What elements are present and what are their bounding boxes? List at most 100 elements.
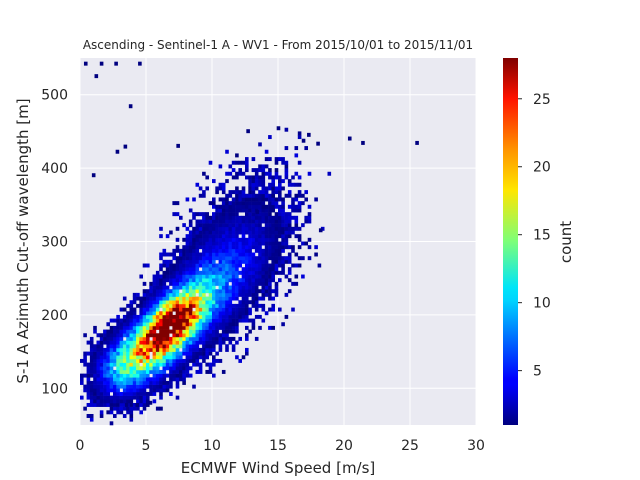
- heatmap-cell: [169, 311, 173, 316]
- heatmap-cell: [129, 325, 134, 330]
- heatmap-cell: [142, 358, 147, 363]
- heatmap-cell: [99, 333, 104, 338]
- heatmap-cell: [251, 186, 256, 191]
- heatmap-cell: [146, 263, 150, 268]
- heatmap-cell: [116, 410, 120, 415]
- heatmap-cell: [152, 311, 157, 316]
- heatmap-cell: [175, 395, 180, 400]
- heatmap-cell: [115, 149, 120, 154]
- heatmap-cell: [169, 270, 173, 275]
- heatmap-cell: [261, 226, 266, 231]
- heatmap-cell: [228, 219, 233, 224]
- heatmap-cell: [248, 248, 252, 253]
- heatmap-cell: [264, 237, 269, 242]
- heatmap-cell: [208, 263, 213, 268]
- heatmap-cell: [165, 388, 170, 393]
- heatmap-cell: [146, 377, 150, 382]
- heatmap-cell: [192, 358, 196, 363]
- heatmap-cell: [132, 333, 137, 338]
- heatmap-cell: [169, 347, 173, 352]
- heatmap-cell: [235, 355, 239, 360]
- heatmap-cell: [202, 234, 206, 239]
- heatmap-cell: [238, 197, 242, 202]
- heatmap-cell: [182, 314, 186, 319]
- heatmap-cell: [304, 197, 308, 202]
- heatmap-cell: [175, 322, 180, 327]
- heatmap-cell: [129, 366, 134, 371]
- heatmap-cell: [195, 333, 200, 338]
- heatmap-cell: [182, 325, 186, 330]
- heatmap-cell: [116, 355, 120, 360]
- heatmap-cell: [182, 358, 186, 363]
- heatmap-cell: [235, 215, 239, 220]
- heatmap-cell: [218, 307, 223, 312]
- heatmap-cell: [155, 355, 160, 360]
- heatmap-cell: [215, 281, 219, 286]
- heatmap-cell: [218, 223, 223, 228]
- heatmap-cell: [162, 292, 167, 297]
- heatmap-cell: [185, 241, 190, 246]
- heatmap-cell: [264, 252, 269, 257]
- heatmap-cell: [287, 230, 292, 235]
- heatmap-cell: [291, 175, 295, 180]
- heatmap-cell: [271, 278, 275, 283]
- heatmap-cell: [89, 395, 94, 400]
- heatmap-cell: [241, 307, 246, 312]
- heatmap-cell: [251, 201, 256, 206]
- heatmap-cell: [165, 300, 170, 305]
- heatmap-cell: [188, 314, 193, 319]
- heatmap-cell: [241, 274, 246, 279]
- heatmap-cell: [202, 314, 206, 319]
- heatmap-cell: [195, 252, 200, 257]
- heatmap-cell: [152, 296, 157, 301]
- heatmap-cell: [294, 274, 299, 279]
- heatmap-cell: [225, 149, 229, 154]
- heatmap-cell: [126, 373, 130, 378]
- heatmap-cell: [165, 325, 170, 330]
- heatmap-cell: [294, 223, 299, 228]
- heatmap-cell: [225, 289, 229, 294]
- heatmap-cell: [159, 333, 163, 338]
- heatmap-cell: [172, 252, 176, 257]
- heatmap-cell: [155, 351, 160, 356]
- heatmap-cell: [284, 146, 289, 151]
- heatmap-cell: [264, 157, 269, 162]
- heatmap-cell: [221, 219, 226, 224]
- heatmap-cell: [228, 256, 233, 261]
- heatmap-cell: [185, 245, 190, 250]
- heatmap-cell: [215, 289, 219, 294]
- heatmap-cell: [245, 245, 249, 250]
- heatmap-cell: [291, 263, 295, 268]
- heatmap-cell: [205, 300, 209, 305]
- heatmap-cell: [159, 292, 163, 297]
- heatmap-cell: [198, 289, 203, 294]
- heatmap-cell: [284, 234, 289, 239]
- heatmap-cell: [205, 285, 209, 290]
- heatmap-cell: [225, 237, 229, 242]
- heatmap-cell: [155, 384, 160, 389]
- heatmap-cell: [238, 318, 242, 323]
- heatmap-cell: [182, 318, 186, 323]
- heatmap-cell: [241, 204, 246, 209]
- heatmap-cell: [165, 384, 170, 389]
- heatmap-cell: [235, 259, 239, 264]
- heatmap-cell: [221, 267, 226, 272]
- heatmap-cell: [202, 215, 206, 220]
- heatmap-cell: [297, 182, 302, 187]
- heatmap-cell: [235, 237, 239, 242]
- heatmap-cell: [284, 168, 289, 173]
- heatmap-cell: [225, 256, 229, 261]
- heatmap-cell: [122, 369, 127, 374]
- heatmap-cell: [278, 182, 282, 187]
- heatmap-cell: [142, 373, 147, 378]
- heatmap-cell: [264, 270, 269, 275]
- heatmap-cell: [241, 252, 246, 257]
- heatmap-cell: [205, 307, 209, 312]
- heatmap-cell: [212, 307, 216, 312]
- heatmap-cell: [103, 362, 107, 367]
- heatmap-cell: [225, 230, 229, 235]
- heatmap-cell: [248, 215, 252, 220]
- heatmap-cell: [258, 175, 262, 180]
- heatmap-cell: [264, 193, 269, 198]
- heatmap-cell: [251, 223, 256, 228]
